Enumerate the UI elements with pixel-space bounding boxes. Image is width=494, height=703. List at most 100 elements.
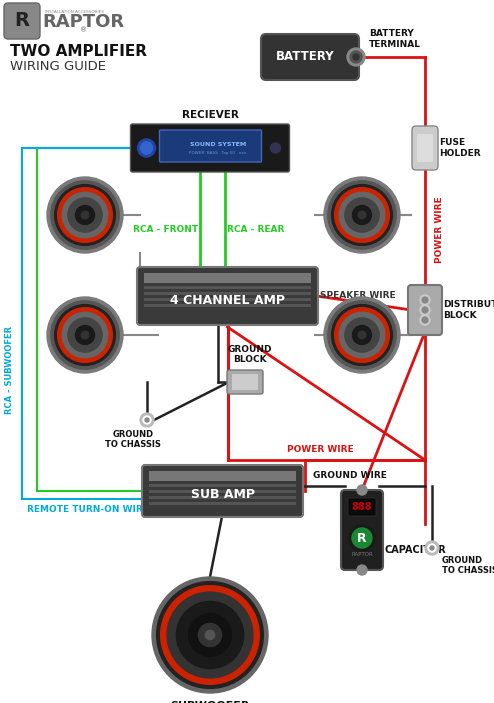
FancyBboxPatch shape: [412, 126, 438, 170]
Circle shape: [425, 541, 439, 555]
Circle shape: [430, 546, 434, 550]
Circle shape: [143, 416, 151, 424]
Text: SUB AMP: SUB AMP: [191, 489, 254, 501]
FancyBboxPatch shape: [408, 285, 442, 335]
FancyBboxPatch shape: [4, 3, 40, 39]
Text: POWER WIRE: POWER WIRE: [287, 445, 353, 454]
Bar: [144, 286, 311, 289]
Bar: [144, 304, 311, 307]
Circle shape: [353, 205, 371, 224]
Circle shape: [353, 54, 359, 60]
Text: RCA - SUBWOOFER: RCA - SUBWOOFER: [4, 326, 13, 414]
Text: SOUND SYSTEM: SOUND SYSTEM: [190, 143, 246, 148]
Text: R: R: [14, 11, 30, 30]
Text: R: R: [357, 531, 367, 545]
Circle shape: [357, 485, 367, 495]
Circle shape: [428, 544, 436, 552]
Circle shape: [55, 304, 116, 366]
Circle shape: [62, 312, 108, 358]
Circle shape: [328, 301, 396, 369]
Circle shape: [334, 188, 389, 243]
FancyBboxPatch shape: [160, 130, 261, 162]
Circle shape: [350, 51, 362, 63]
FancyBboxPatch shape: [261, 34, 359, 80]
Circle shape: [339, 312, 385, 358]
Text: RECIEVER: RECIEVER: [182, 110, 239, 120]
Text: CAPACITOR: CAPACITOR: [384, 545, 446, 555]
Circle shape: [345, 318, 379, 352]
Circle shape: [152, 577, 268, 693]
Circle shape: [331, 185, 392, 245]
Circle shape: [331, 304, 392, 366]
FancyBboxPatch shape: [130, 124, 289, 172]
Text: GROUND
TO CHASSIS: GROUND TO CHASSIS: [105, 430, 161, 449]
Text: GROUND WIRE: GROUND WIRE: [313, 471, 387, 480]
Text: SPEAKER WIRE: SPEAKER WIRE: [320, 292, 396, 300]
Circle shape: [420, 315, 430, 325]
Circle shape: [58, 188, 112, 243]
Text: ®: ®: [80, 27, 87, 33]
Text: BATTERY
TERMINAL: BATTERY TERMINAL: [369, 30, 421, 49]
Circle shape: [353, 325, 371, 344]
Circle shape: [81, 211, 89, 219]
Text: RCA - FRONT: RCA - FRONT: [133, 225, 198, 234]
Bar: [149, 484, 296, 487]
Circle shape: [420, 295, 430, 305]
Bar: [149, 496, 296, 499]
FancyBboxPatch shape: [232, 374, 258, 390]
Circle shape: [347, 48, 365, 66]
Circle shape: [76, 205, 94, 224]
Circle shape: [167, 592, 253, 678]
Circle shape: [349, 525, 375, 551]
FancyBboxPatch shape: [142, 465, 303, 517]
Circle shape: [328, 181, 396, 249]
Circle shape: [140, 413, 154, 427]
Circle shape: [51, 181, 119, 249]
FancyBboxPatch shape: [348, 498, 376, 516]
Text: INSTALLATION ACCESSORIES: INSTALLATION ACCESSORIES: [45, 10, 104, 14]
Circle shape: [357, 565, 367, 575]
Text: 888: 888: [352, 502, 372, 512]
FancyBboxPatch shape: [417, 134, 433, 162]
Circle shape: [189, 614, 232, 657]
Circle shape: [58, 308, 112, 362]
Circle shape: [339, 192, 385, 238]
Circle shape: [157, 581, 263, 688]
Circle shape: [137, 139, 156, 157]
Circle shape: [271, 143, 281, 153]
Circle shape: [334, 308, 389, 362]
Circle shape: [47, 177, 123, 253]
Bar: [144, 273, 311, 283]
Text: SUBWOOFER: SUBWOOFER: [170, 701, 249, 703]
Circle shape: [422, 297, 428, 303]
Text: RAPTOR: RAPTOR: [351, 553, 373, 557]
Circle shape: [422, 307, 428, 313]
Text: FUSE
HOLDER: FUSE HOLDER: [439, 138, 481, 157]
Circle shape: [358, 331, 366, 339]
FancyBboxPatch shape: [341, 490, 383, 570]
Text: RCA - REAR: RCA - REAR: [227, 225, 285, 234]
Circle shape: [81, 331, 89, 339]
Text: POWER  BASS   Top 50   xxx: POWER BASS Top 50 xxx: [189, 151, 247, 155]
Text: 4 CHANNEL AMP: 4 CHANNEL AMP: [170, 293, 285, 307]
Circle shape: [352, 528, 372, 548]
Circle shape: [358, 211, 366, 219]
Circle shape: [161, 586, 259, 684]
Circle shape: [76, 325, 94, 344]
Circle shape: [55, 185, 116, 245]
Text: WIRING GUIDE: WIRING GUIDE: [10, 60, 106, 72]
Bar: [149, 471, 296, 481]
Circle shape: [206, 631, 214, 640]
Circle shape: [47, 297, 123, 373]
Circle shape: [420, 305, 430, 315]
Circle shape: [324, 297, 400, 373]
Text: GROUND
BLOCK: GROUND BLOCK: [228, 344, 272, 364]
Circle shape: [199, 624, 222, 647]
Circle shape: [140, 142, 153, 154]
Bar: [149, 502, 296, 505]
Circle shape: [267, 140, 284, 156]
Circle shape: [324, 177, 400, 253]
Text: DISTRIBUTION
BLOCK: DISTRIBUTION BLOCK: [443, 300, 494, 320]
Circle shape: [62, 192, 108, 238]
Text: TWO AMPLIFIER: TWO AMPLIFIER: [10, 44, 147, 60]
